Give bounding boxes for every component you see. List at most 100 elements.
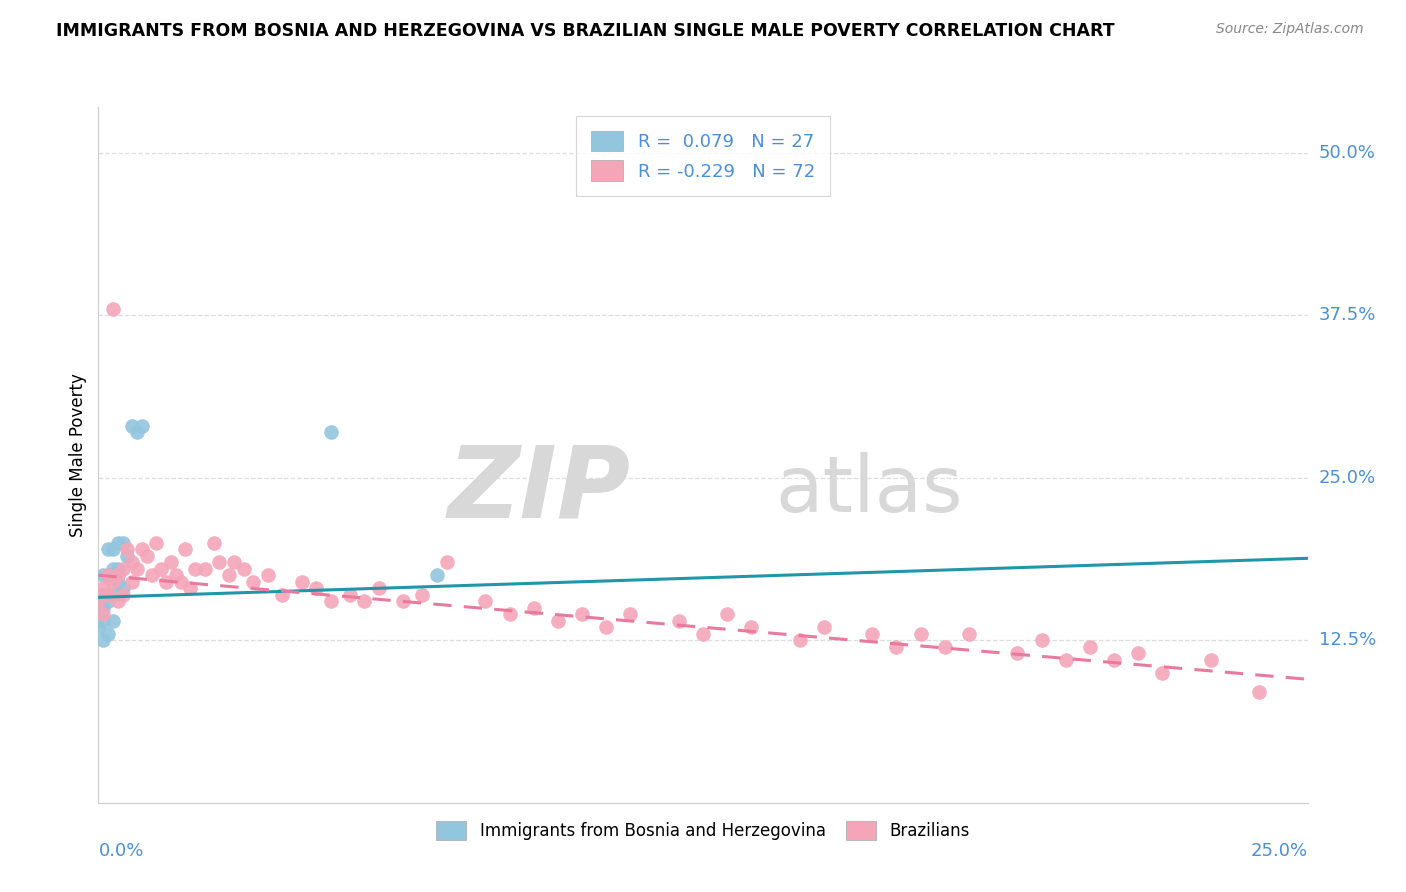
- Point: [97, 626, 120, 640]
- Point: [740, 620, 762, 634]
- Point: [91, 568, 114, 582]
- Point: [319, 594, 342, 608]
- Point: [886, 640, 908, 654]
- Point: [101, 301, 124, 316]
- Point: [121, 555, 143, 569]
- Point: [571, 607, 593, 622]
- Point: [97, 568, 120, 582]
- Point: [547, 614, 569, 628]
- Point: [619, 607, 641, 622]
- Point: [271, 588, 294, 602]
- Y-axis label: Single Male Poverty: Single Male Poverty: [69, 373, 87, 537]
- Point: [97, 568, 120, 582]
- Point: [91, 588, 114, 602]
- Point: [97, 594, 120, 608]
- Text: 0.0%: 0.0%: [98, 842, 143, 860]
- Point: [813, 620, 835, 634]
- Legend: Immigrants from Bosnia and Herzegovina, Brazilians: Immigrants from Bosnia and Herzegovina, …: [430, 814, 976, 847]
- Point: [436, 555, 458, 569]
- Point: [204, 535, 226, 549]
- Point: [242, 574, 264, 589]
- Point: [131, 418, 153, 433]
- Point: [101, 614, 124, 628]
- Point: [111, 562, 134, 576]
- Point: [135, 549, 157, 563]
- Point: [91, 581, 114, 595]
- Point: [411, 588, 433, 602]
- Point: [232, 562, 254, 576]
- Point: [1199, 653, 1222, 667]
- Point: [256, 568, 278, 582]
- Point: [155, 574, 177, 589]
- Point: [160, 555, 183, 569]
- Point: [111, 535, 134, 549]
- Point: [165, 568, 187, 582]
- Point: [474, 594, 496, 608]
- Point: [957, 626, 980, 640]
- Text: 25.0%: 25.0%: [1250, 842, 1308, 860]
- Point: [523, 600, 546, 615]
- Point: [87, 607, 110, 622]
- Point: [392, 594, 415, 608]
- Text: Source: ZipAtlas.com: Source: ZipAtlas.com: [1216, 22, 1364, 37]
- Point: [668, 614, 690, 628]
- Point: [141, 568, 163, 582]
- Point: [1152, 665, 1174, 680]
- Point: [1102, 653, 1125, 667]
- Point: [87, 620, 110, 634]
- Point: [716, 607, 738, 622]
- Point: [179, 581, 201, 595]
- Text: 25.0%: 25.0%: [1319, 468, 1376, 487]
- Point: [339, 588, 361, 602]
- Point: [107, 594, 129, 608]
- Point: [107, 535, 129, 549]
- Point: [107, 574, 129, 589]
- Point: [305, 581, 328, 595]
- Point: [91, 600, 114, 615]
- Point: [101, 574, 124, 589]
- Point: [127, 562, 149, 576]
- Point: [194, 562, 217, 576]
- Point: [131, 542, 153, 557]
- Point: [1128, 646, 1150, 660]
- Text: atlas: atlas: [776, 451, 963, 528]
- Point: [1031, 633, 1053, 648]
- Point: [222, 555, 245, 569]
- Text: 50.0%: 50.0%: [1319, 144, 1375, 161]
- Point: [218, 568, 240, 582]
- Point: [117, 549, 139, 563]
- Point: [426, 568, 449, 582]
- Point: [910, 626, 932, 640]
- Text: 37.5%: 37.5%: [1319, 306, 1376, 324]
- Point: [111, 581, 134, 595]
- Point: [692, 626, 714, 640]
- Point: [91, 633, 114, 648]
- Point: [91, 614, 114, 628]
- Point: [934, 640, 956, 654]
- Point: [368, 581, 391, 595]
- Text: 12.5%: 12.5%: [1319, 632, 1376, 649]
- Point: [789, 633, 811, 648]
- Point: [101, 542, 124, 557]
- Point: [595, 620, 617, 634]
- Point: [127, 425, 149, 439]
- Point: [1007, 646, 1029, 660]
- Point: [101, 562, 124, 576]
- Point: [319, 425, 342, 439]
- Point: [208, 555, 231, 569]
- Point: [111, 588, 134, 602]
- Point: [121, 574, 143, 589]
- Point: [860, 626, 883, 640]
- Point: [498, 607, 520, 622]
- Point: [1078, 640, 1101, 654]
- Text: ZIP: ZIP: [447, 442, 630, 538]
- Point: [87, 594, 110, 608]
- Text: IMMIGRANTS FROM BOSNIA AND HERZEGOVINA VS BRAZILIAN SINGLE MALE POVERTY CORRELAT: IMMIGRANTS FROM BOSNIA AND HERZEGOVINA V…: [56, 22, 1115, 40]
- Point: [91, 607, 114, 622]
- Point: [117, 542, 139, 557]
- Point: [97, 588, 120, 602]
- Point: [145, 535, 167, 549]
- Point: [353, 594, 375, 608]
- Point: [1054, 653, 1077, 667]
- Point: [97, 542, 120, 557]
